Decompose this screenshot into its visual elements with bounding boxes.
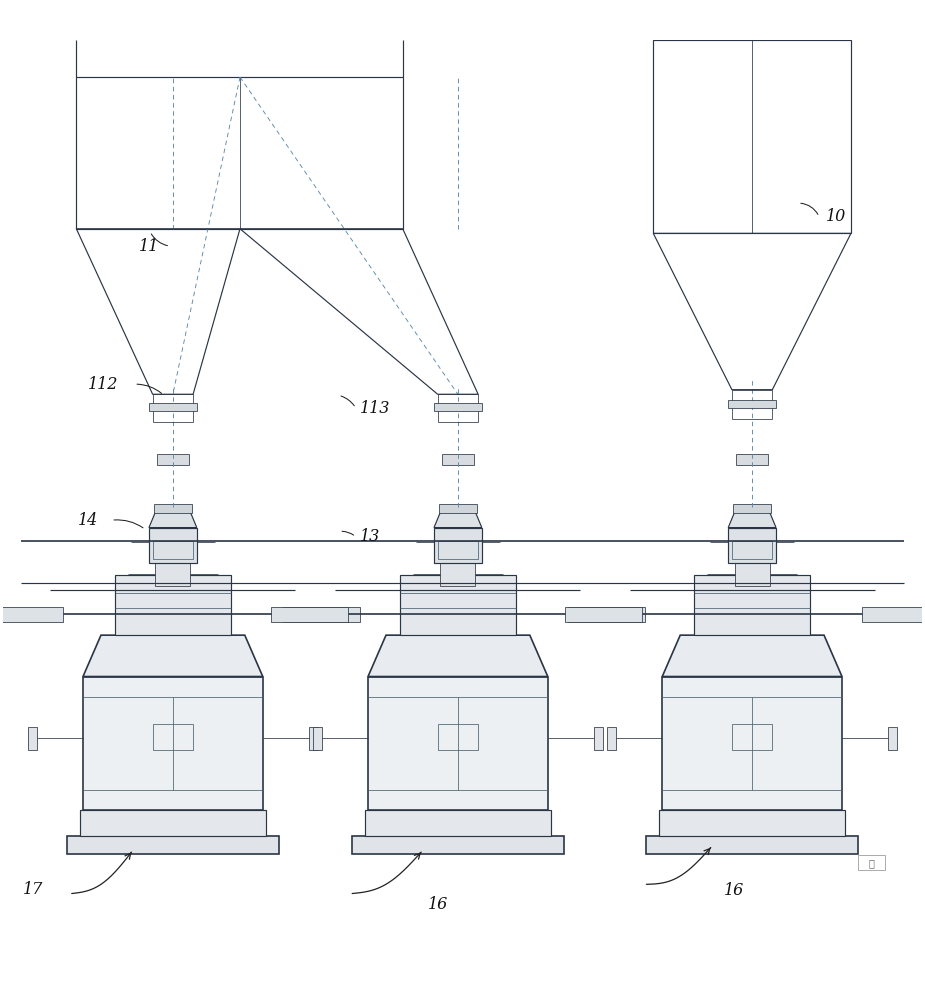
Bar <box>271 607 348 622</box>
Bar <box>728 528 776 563</box>
Bar <box>157 454 189 465</box>
Bar <box>153 394 193 422</box>
Bar <box>594 727 603 750</box>
Bar <box>163 563 183 575</box>
Bar <box>653 40 851 233</box>
Bar <box>309 727 318 750</box>
Bar <box>728 400 776 408</box>
Bar <box>662 677 842 810</box>
Text: 10: 10 <box>826 208 846 225</box>
Polygon shape <box>728 507 776 528</box>
Polygon shape <box>149 507 197 528</box>
Bar <box>154 504 192 513</box>
Text: 16: 16 <box>723 882 744 899</box>
Text: 13: 13 <box>360 528 380 545</box>
Bar <box>434 528 482 563</box>
Bar <box>434 403 482 411</box>
Text: 11: 11 <box>139 238 159 255</box>
Bar <box>736 454 768 465</box>
Bar <box>442 454 474 465</box>
Bar <box>157 518 189 529</box>
Bar <box>282 607 360 622</box>
Bar <box>149 528 197 563</box>
Bar <box>83 677 263 810</box>
Bar <box>568 607 645 622</box>
Bar <box>438 541 478 559</box>
Bar <box>155 563 191 586</box>
Bar <box>153 541 193 559</box>
Polygon shape <box>434 507 482 528</box>
Bar <box>115 575 231 635</box>
Bar <box>149 403 197 411</box>
Text: 113: 113 <box>360 400 390 417</box>
Bar <box>448 563 468 575</box>
Bar <box>313 727 322 750</box>
Bar <box>732 724 772 750</box>
Bar <box>647 836 857 854</box>
Polygon shape <box>368 635 548 677</box>
Bar <box>607 727 616 750</box>
Bar <box>368 677 548 810</box>
Text: 16: 16 <box>427 896 448 913</box>
Bar <box>694 575 810 635</box>
Bar <box>77 77 402 229</box>
Polygon shape <box>83 635 263 677</box>
Bar <box>364 810 551 836</box>
Bar <box>442 518 474 529</box>
Bar <box>857 855 885 870</box>
Bar <box>440 563 475 586</box>
Bar <box>732 390 772 419</box>
Bar <box>732 541 772 559</box>
Bar <box>28 727 37 750</box>
Bar <box>888 727 897 750</box>
Polygon shape <box>662 635 842 677</box>
Bar <box>565 607 643 622</box>
Bar <box>862 607 925 622</box>
Bar <box>660 810 845 836</box>
Bar <box>438 504 477 513</box>
Text: 17: 17 <box>23 881 43 898</box>
Text: 14: 14 <box>79 512 98 529</box>
Bar <box>438 394 478 422</box>
Bar <box>153 724 193 750</box>
Bar <box>400 575 516 635</box>
Bar <box>0 607 63 622</box>
Bar <box>438 724 478 750</box>
Bar <box>733 504 771 513</box>
Text: 112: 112 <box>88 376 118 393</box>
Bar <box>352 836 563 854</box>
Bar <box>736 518 768 529</box>
Bar <box>80 810 265 836</box>
Bar <box>68 836 278 854</box>
Text: 图: 图 <box>869 858 875 868</box>
Bar <box>742 563 762 575</box>
Bar <box>734 563 770 586</box>
